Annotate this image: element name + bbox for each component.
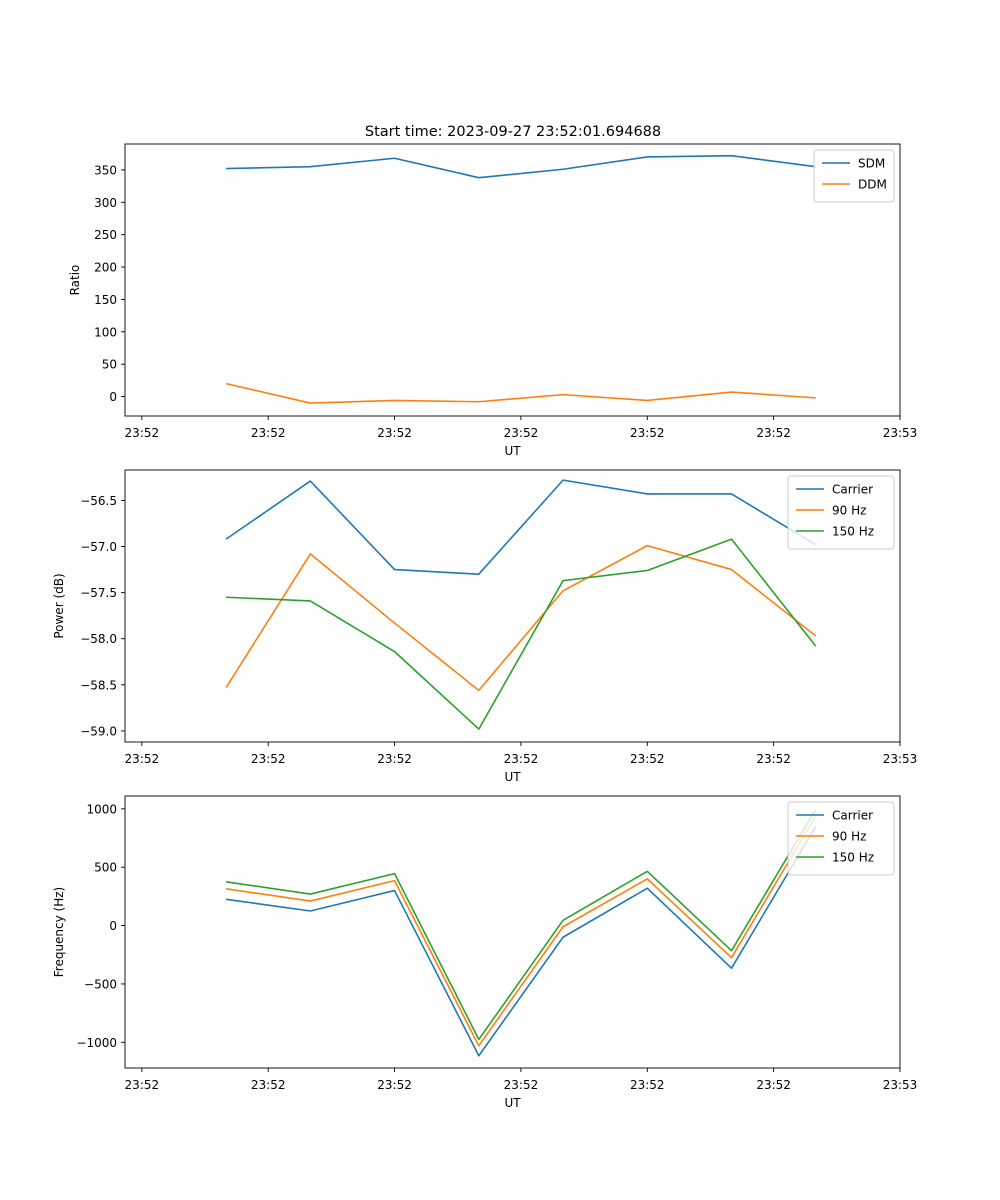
chart-2-y-tick-label: −57.5: [80, 586, 117, 600]
chart-2-x-tick-label: 23:52: [504, 752, 539, 766]
chart-1-axes-frame: [124, 143, 901, 417]
chart-2-x-tick-label: 23:53: [883, 752, 918, 766]
chart-3-x-axis-label: UT: [504, 1096, 521, 1110]
chart-3-y-axis-label: Frequency (Hz): [52, 887, 66, 978]
chart-1-x-axis-label: UT: [504, 444, 521, 458]
chart-2-series-line-90-hz: [225, 544, 817, 692]
chart-2-x-tick-label: 23:52: [251, 752, 286, 766]
chart-2-legend-label: 150 Hz: [832, 525, 874, 539]
chart-1-x-tick-label: 23:52: [125, 426, 160, 440]
chart-1-legend: SDM DDM: [813, 149, 895, 203]
chart-2-series-line-carrier: [225, 479, 817, 575]
chart-2-axes-frame: [124, 469, 901, 743]
chart-2: 23:52 23:52 23:52 23:52 23:52 23:52 23:53 −59.0…: [52, 469, 918, 784]
chart-3-y-tick-label: −500: [84, 977, 117, 991]
chart-1-x-tick-label: 23:52: [630, 426, 665, 440]
chart-1-y-tick-label: 50: [102, 358, 117, 372]
chart-2-y-tick-label: −59.0: [80, 724, 117, 738]
chart-1-x-tick-label: 23:52: [251, 426, 286, 440]
chart-2-y-tick-label: −58.0: [80, 632, 117, 646]
chart-1-legend-label: SDM: [858, 157, 885, 171]
chart-2-y-tick-label: −56.5: [80, 494, 117, 508]
chart-3-series-line-carrier: [225, 825, 817, 1057]
chart-1-series-line-ddm: [225, 382, 816, 404]
chart-3-y-tick-label: 0: [109, 919, 117, 933]
chart-3-x-tick-label: 23:52: [630, 1078, 665, 1092]
chart-1-series-line-sdm: [226, 154, 816, 179]
figure-title: Start time: 2023-09-27 23:52:01.694688: [365, 124, 661, 140]
chart-2-x-axis-label: UT: [504, 770, 521, 784]
chart-1-y-tick-label: 0: [109, 390, 117, 404]
chart-3-legend-label: 90 Hz: [832, 830, 866, 844]
chart-2-x-tick-label: 23:52: [630, 752, 665, 766]
chart-1-y-tick-label: 150: [94, 293, 117, 307]
chart-2-legend-label: 90 Hz: [832, 504, 866, 518]
chart-1-y-tick-label: 300: [94, 196, 117, 210]
chart-3-series-line-150-hz: [225, 809, 817, 1041]
chart-3-series-line-90-hz: [225, 815, 817, 1047]
chart-3-y-tick-label: −1000: [76, 1036, 117, 1050]
chart-3-x-tick-label: 23:52: [251, 1078, 286, 1092]
chart-3-x-tick-label: 23:52: [125, 1078, 160, 1092]
chart-1-y-axis-label: Ratio: [68, 265, 82, 296]
chart-2-series-line-150-hz: [226, 538, 817, 730]
chart-2-legend: Carrier 90 Hz 150 Hz: [787, 475, 895, 550]
chart-1-x-tick-label: 23:52: [756, 426, 791, 440]
chart-3-legend-label: Carrier: [832, 809, 873, 823]
chart-1-y-tick-label: 100: [94, 325, 117, 339]
chart-1-y-tick-label: 250: [94, 228, 117, 242]
chart-3-legend: Carrier 90 Hz 150 Hz: [787, 801, 895, 876]
chart-1-x-tick-label: 23:53: [883, 426, 918, 440]
panels: 23:52 23:52 23:52 23:52 23:52 23:52 23:53 0 50 10…: [52, 143, 918, 1110]
chart-2-y-axis-label: Power (dB): [52, 573, 66, 638]
chart-1-y-tick-label: 200: [94, 261, 117, 275]
chart-2-y-tick-label: −58.5: [80, 678, 117, 692]
chart-1-y-tick-label: 350: [94, 163, 117, 177]
chart-1-legend-label: DDM: [858, 178, 887, 192]
chart-2-x-tick-label: 23:52: [377, 752, 412, 766]
chart-3-y-tick-label: 1000: [86, 802, 117, 816]
chart-3-x-tick-label: 23:52: [504, 1078, 539, 1092]
chart-2-y-tick-label: −57.0: [80, 540, 117, 554]
chart-3-y-tick-label: 500: [94, 861, 117, 875]
chart-2-x-tick-label: 23:52: [125, 752, 160, 766]
chart-3-x-tick-label: 23:52: [756, 1078, 791, 1092]
chart-2-legend-label: Carrier: [832, 483, 873, 497]
chart-3-axes-frame: [124, 795, 901, 1069]
chart-1-x-tick-label: 23:52: [377, 426, 412, 440]
chart-3-legend-label: 150 Hz: [832, 851, 874, 865]
chart-1: 23:52 23:52 23:52 23:52 23:52 23:52 23:53 0 50 10…: [68, 143, 918, 458]
chart-2-x-tick-label: 23:52: [756, 752, 791, 766]
chart-3-x-tick-label: 23:53: [883, 1078, 918, 1092]
chart-1-x-tick-label: 23:52: [504, 426, 539, 440]
chart-3: 23:52 23:52 23:52 23:52 23:52 23:52 23:53 −1000…: [52, 795, 918, 1110]
chart-3-x-tick-label: 23:52: [377, 1078, 412, 1092]
